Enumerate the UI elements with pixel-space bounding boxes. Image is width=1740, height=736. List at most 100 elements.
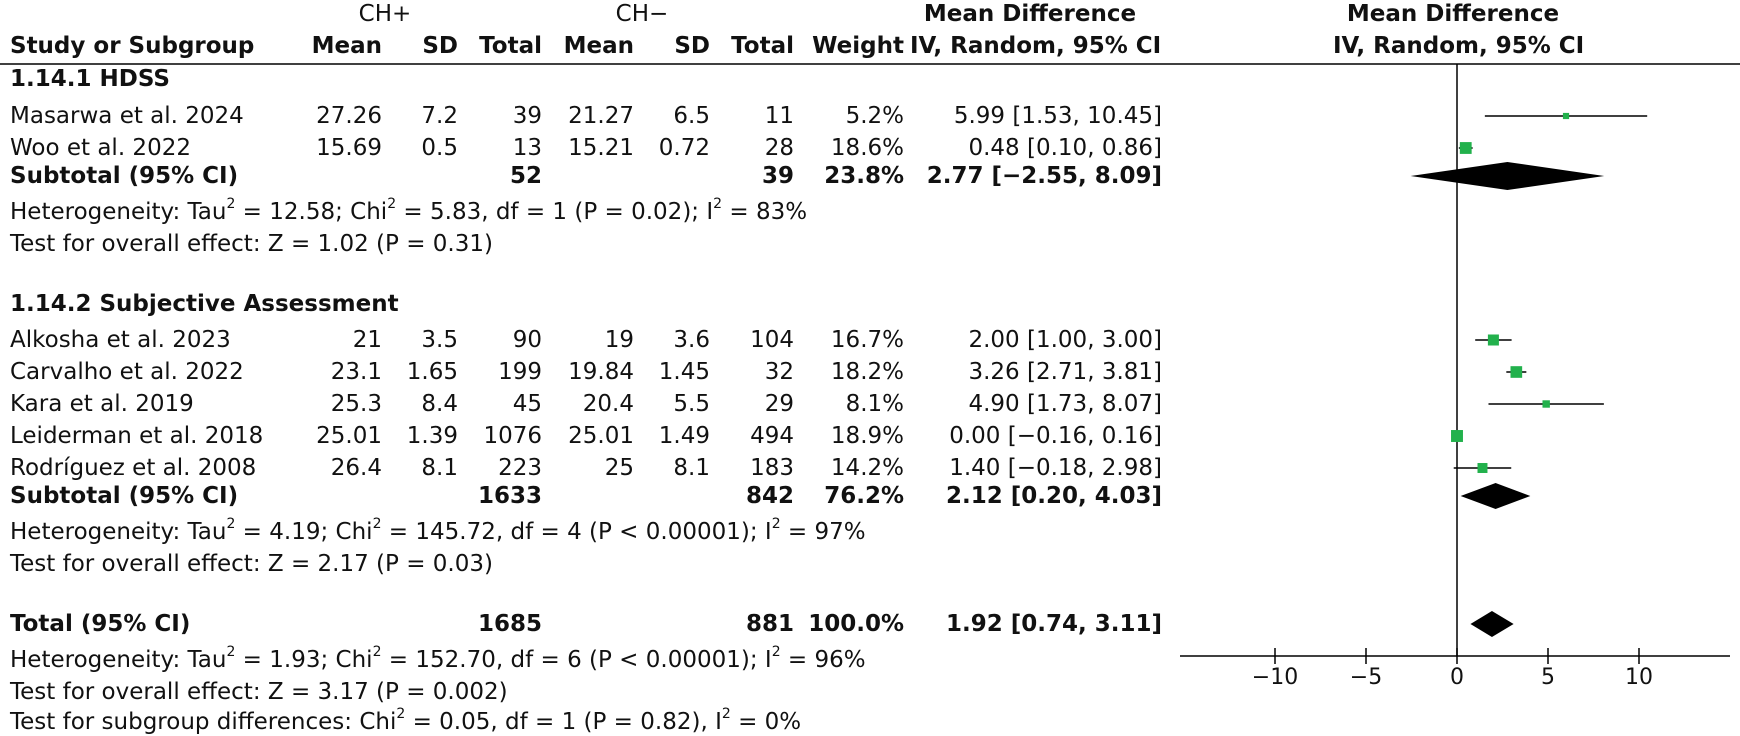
total2-cell: 104 [750, 327, 794, 353]
effect-cell: 5.99 [1.53, 10.45] [953, 103, 1162, 129]
total2-cell: 32 [764, 359, 794, 385]
total-total2: 881 [745, 611, 794, 637]
mean2-cell: 20.4 [582, 391, 634, 417]
overall-effect-text: Test for overall effect: Z = 1.02 (P = 0… [10, 231, 493, 257]
subtotal-total1: 1633 [477, 483, 542, 509]
effect-cell: 4.90 [1.73, 8.07] [968, 391, 1162, 417]
total-effect: 1.92 [0.74, 3.11] [945, 611, 1162, 637]
effect-cell: 0.00 [−0.16, 0.16] [949, 423, 1162, 449]
heterogeneity-text: Heterogeneity: Tau2 = 4.19; Chi2 = 145.7… [10, 516, 866, 545]
sd2-cell: 1.45 [658, 359, 710, 385]
effect-cell: 1.40 [−0.18, 2.98] [949, 455, 1162, 481]
weight-cell: 18.2% [830, 359, 904, 385]
x-tick-label: −10 [1252, 665, 1298, 690]
total1-header: Total [479, 33, 542, 59]
mean1-cell: 15.69 [316, 135, 382, 161]
study-name: Kara et al. 2019 [10, 391, 194, 417]
mean1-cell: 25.01 [316, 423, 382, 449]
mean1-cell: 23.1 [330, 359, 382, 385]
effect-marker [1487, 334, 1499, 346]
effect-marker [1451, 430, 1463, 442]
subtotal-effect: 2.77 [−2.55, 8.09] [926, 163, 1162, 189]
total-heterogeneity-text: Heterogeneity: Tau2 = 1.93; Chi2 = 152.7… [10, 644, 866, 673]
subtotal-label: Subtotal (95% CI) [10, 163, 239, 189]
study-name: Alkosha et al. 2023 [10, 327, 231, 353]
total2-cell: 183 [750, 455, 794, 481]
weight-cell: 8.1% [845, 391, 904, 417]
sd1-cell: 3.5 [421, 327, 458, 353]
subtotal-weight: 23.8% [824, 163, 904, 189]
sd1-cell: 7.2 [421, 103, 458, 129]
sd1-cell: 1.39 [406, 423, 458, 449]
total-overall-effect-text: Test for overall effect: Z = 3.17 (P = 0… [10, 679, 508, 705]
x-tick-label: 10 [1625, 665, 1653, 690]
sd2-cell: 3.6 [673, 327, 710, 353]
total1-cell: 45 [512, 391, 542, 417]
subtotal-total1: 52 [509, 163, 542, 189]
mean2-cell: 25.01 [568, 423, 634, 449]
subtotal-total2: 39 [761, 163, 794, 189]
sd2-cell: 1.49 [658, 423, 710, 449]
plot-header: Mean Difference [1346, 1, 1560, 27]
sd2-header: SD [674, 33, 710, 59]
total1-cell: 1076 [483, 423, 542, 449]
sd1-cell: 1.65 [406, 359, 458, 385]
weight-cell: 5.2% [845, 103, 904, 129]
x-tick-label: 0 [1450, 665, 1464, 690]
effect-cell: 2.00 [1.00, 3.00] [968, 327, 1162, 353]
sd2-cell: 5.5 [673, 391, 710, 417]
summary-diamond [1460, 483, 1531, 509]
total-total1: 1685 [477, 611, 542, 637]
mean2-cell: 25 [604, 455, 634, 481]
mean2-cell: 21.27 [568, 103, 634, 129]
sd1-cell: 0.5 [421, 135, 458, 161]
total1-cell: 223 [498, 455, 542, 481]
total-weight: 100.0% [808, 611, 904, 637]
study-name: Rodríguez et al. 2008 [10, 455, 257, 481]
group1-header: CH+ [358, 1, 412, 27]
mean1-cell: 25.3 [330, 391, 382, 417]
heterogeneity-text: Heterogeneity: Tau2 = 12.58; Chi2 = 5.83… [10, 196, 808, 225]
sd1-cell: 8.4 [421, 391, 458, 417]
total1-cell: 199 [498, 359, 542, 385]
effect-cell: 0.48 [0.10, 0.86] [968, 135, 1162, 161]
subtotal-effect: 2.12 [0.20, 4.03] [945, 483, 1162, 509]
mean1-cell: 21 [352, 327, 382, 353]
mean2-header: Mean [563, 33, 634, 59]
mean2-cell: 15.21 [568, 135, 634, 161]
subtotal-total2: 842 [745, 483, 794, 509]
group2-header: CH− [615, 1, 669, 27]
total2-cell: 28 [764, 135, 794, 161]
subgroup-differences-text: Test for subgroup differences: Chi2 = 0.… [10, 706, 802, 735]
effect-marker [1562, 112, 1570, 120]
total2-cell: 11 [764, 103, 794, 129]
total2-cell: 494 [750, 423, 794, 449]
total2-cell: 29 [764, 391, 794, 417]
weight-cell: 18.9% [830, 423, 904, 449]
effect-marker [1510, 366, 1523, 378]
overall-effect-text: Test for overall effect: Z = 2.17 (P = 0… [10, 551, 493, 577]
weight-header: Weight [812, 33, 904, 59]
total-label: Total (95% CI) [10, 611, 191, 637]
summary-diamond [1410, 162, 1605, 190]
sd1-cell: 8.1 [421, 455, 458, 481]
sd2-cell: 8.1 [673, 455, 710, 481]
effect-marker [1459, 142, 1472, 154]
mean1-cell: 26.4 [330, 455, 382, 481]
plot-subheader: IV, Random, 95% CI [1333, 33, 1585, 59]
x-tick-label: 5 [1541, 665, 1555, 690]
mean1-header: Mean [311, 33, 382, 59]
subgroup-label: 1.14.2 Subjective Assessment [10, 291, 399, 317]
sd2-cell: 0.72 [658, 135, 710, 161]
mean2-cell: 19.84 [568, 359, 634, 385]
subgroup-label: 1.14.1 HDSS [10, 66, 170, 92]
mean1-cell: 27.26 [316, 103, 382, 129]
weight-cell: 16.7% [830, 327, 904, 353]
sd1-header: SD [422, 33, 458, 59]
weight-cell: 18.6% [830, 135, 904, 161]
mean2-cell: 19 [604, 327, 634, 353]
study-name: Leiderman et al. 2018 [10, 423, 264, 449]
subtotal-weight: 76.2% [824, 483, 904, 509]
study-column-header: Study or Subgroup [10, 33, 255, 59]
